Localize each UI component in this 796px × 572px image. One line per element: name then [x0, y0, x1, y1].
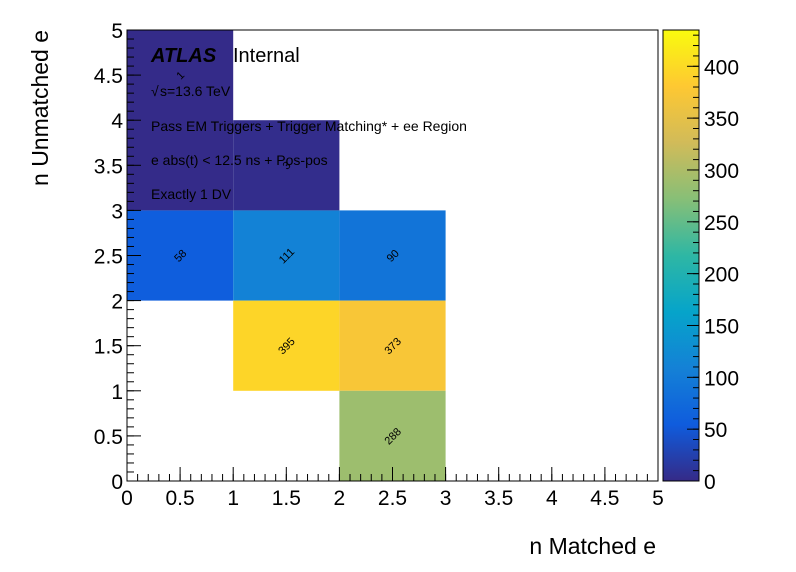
- colorbar-tick-label: 150: [704, 315, 739, 338]
- energy-label: √ s=13.6 TeV: [151, 83, 231, 99]
- y-tick-label: 0.5: [94, 426, 123, 449]
- y-tick-label: 4.5: [94, 65, 123, 88]
- colorbar-ticks: 0 50 100 150 200 250 300 350 400: [687, 34, 739, 494]
- y-tick-label: 2: [111, 291, 123, 314]
- atlas-label: ATLAS: [150, 45, 217, 67]
- x-tick-label: 1: [227, 487, 239, 510]
- y-axis-title: n Unmatched e: [27, 30, 53, 186]
- sqrt-symbol: √: [151, 83, 159, 99]
- heatmap-cell: [339, 390, 446, 481]
- colorbar-tick-label: 300: [704, 160, 739, 183]
- y-axis-ticks: 0 0.5 1 1.5 2 2.5 3 3.5 4 4.5 5: [94, 20, 141, 494]
- x-tick-label: 0.5: [165, 487, 194, 510]
- heatmap-cell: [339, 300, 446, 391]
- colorbar-tick-label: 50: [704, 419, 727, 442]
- colorbar-frame: [662, 29, 700, 482]
- heatmap-cell: [233, 210, 340, 301]
- x-tick-label: 1.5: [272, 487, 301, 510]
- x-tick-label: 4.5: [590, 487, 619, 510]
- heatmap-cell: [127, 30, 234, 211]
- y-tick-label: 4: [111, 110, 123, 133]
- x-tick-label: 3.5: [484, 487, 513, 510]
- y-tick-label: 1.5: [94, 336, 123, 359]
- energy-text: s=13.6 TeV: [160, 83, 231, 99]
- annotations: ATLAS Internal √ s=13.6 TeV Pass EM Trig…: [150, 45, 467, 202]
- heatmap-cell: [127, 210, 234, 301]
- y-tick-label: 2.5: [94, 246, 123, 269]
- x-tick-label: 5: [652, 487, 664, 510]
- x-tick-label: 4: [546, 487, 558, 510]
- x-tick-label: 2: [334, 487, 346, 510]
- trigger-label: Pass EM Triggers + Trigger Matching* + e…: [151, 118, 467, 134]
- x-tick-label: 2.5: [378, 487, 407, 510]
- colorbar-tick-label: 0: [704, 471, 716, 494]
- heatmap-cell: [339, 210, 446, 301]
- y-tick-label: 0: [111, 471, 123, 494]
- internal-label: Internal: [233, 45, 300, 67]
- colorbar: [663, 30, 699, 481]
- heatmap-cell: [233, 120, 340, 211]
- timing-label: e abs(t) < 12.5 ns + Pos-pos: [151, 152, 328, 168]
- colorbar-tick-label: 350: [704, 108, 739, 131]
- y-tick-label: 5: [111, 20, 123, 43]
- y-tick-label: 1: [111, 381, 123, 404]
- y-tick-label: 3: [111, 200, 123, 223]
- colorbar-tick-label: 250: [704, 212, 739, 235]
- y-tick-label: 3.5: [94, 155, 123, 178]
- colorbar-tick-label: 200: [704, 264, 739, 287]
- dv-label: Exactly 1 DV: [151, 186, 232, 202]
- x-tick-label: 0: [121, 487, 133, 510]
- heatmap-cell: [233, 300, 340, 391]
- colorbar-tick-label: 400: [704, 56, 739, 79]
- x-tick-label: 3: [440, 487, 452, 510]
- x-axis-ticks: 0 0.5 1 1.5 2 2.5 3 3.5 4 4.5 5: [121, 467, 664, 510]
- colorbar-tick-label: 100: [704, 367, 739, 390]
- x-axis-title: n Matched e: [529, 533, 656, 559]
